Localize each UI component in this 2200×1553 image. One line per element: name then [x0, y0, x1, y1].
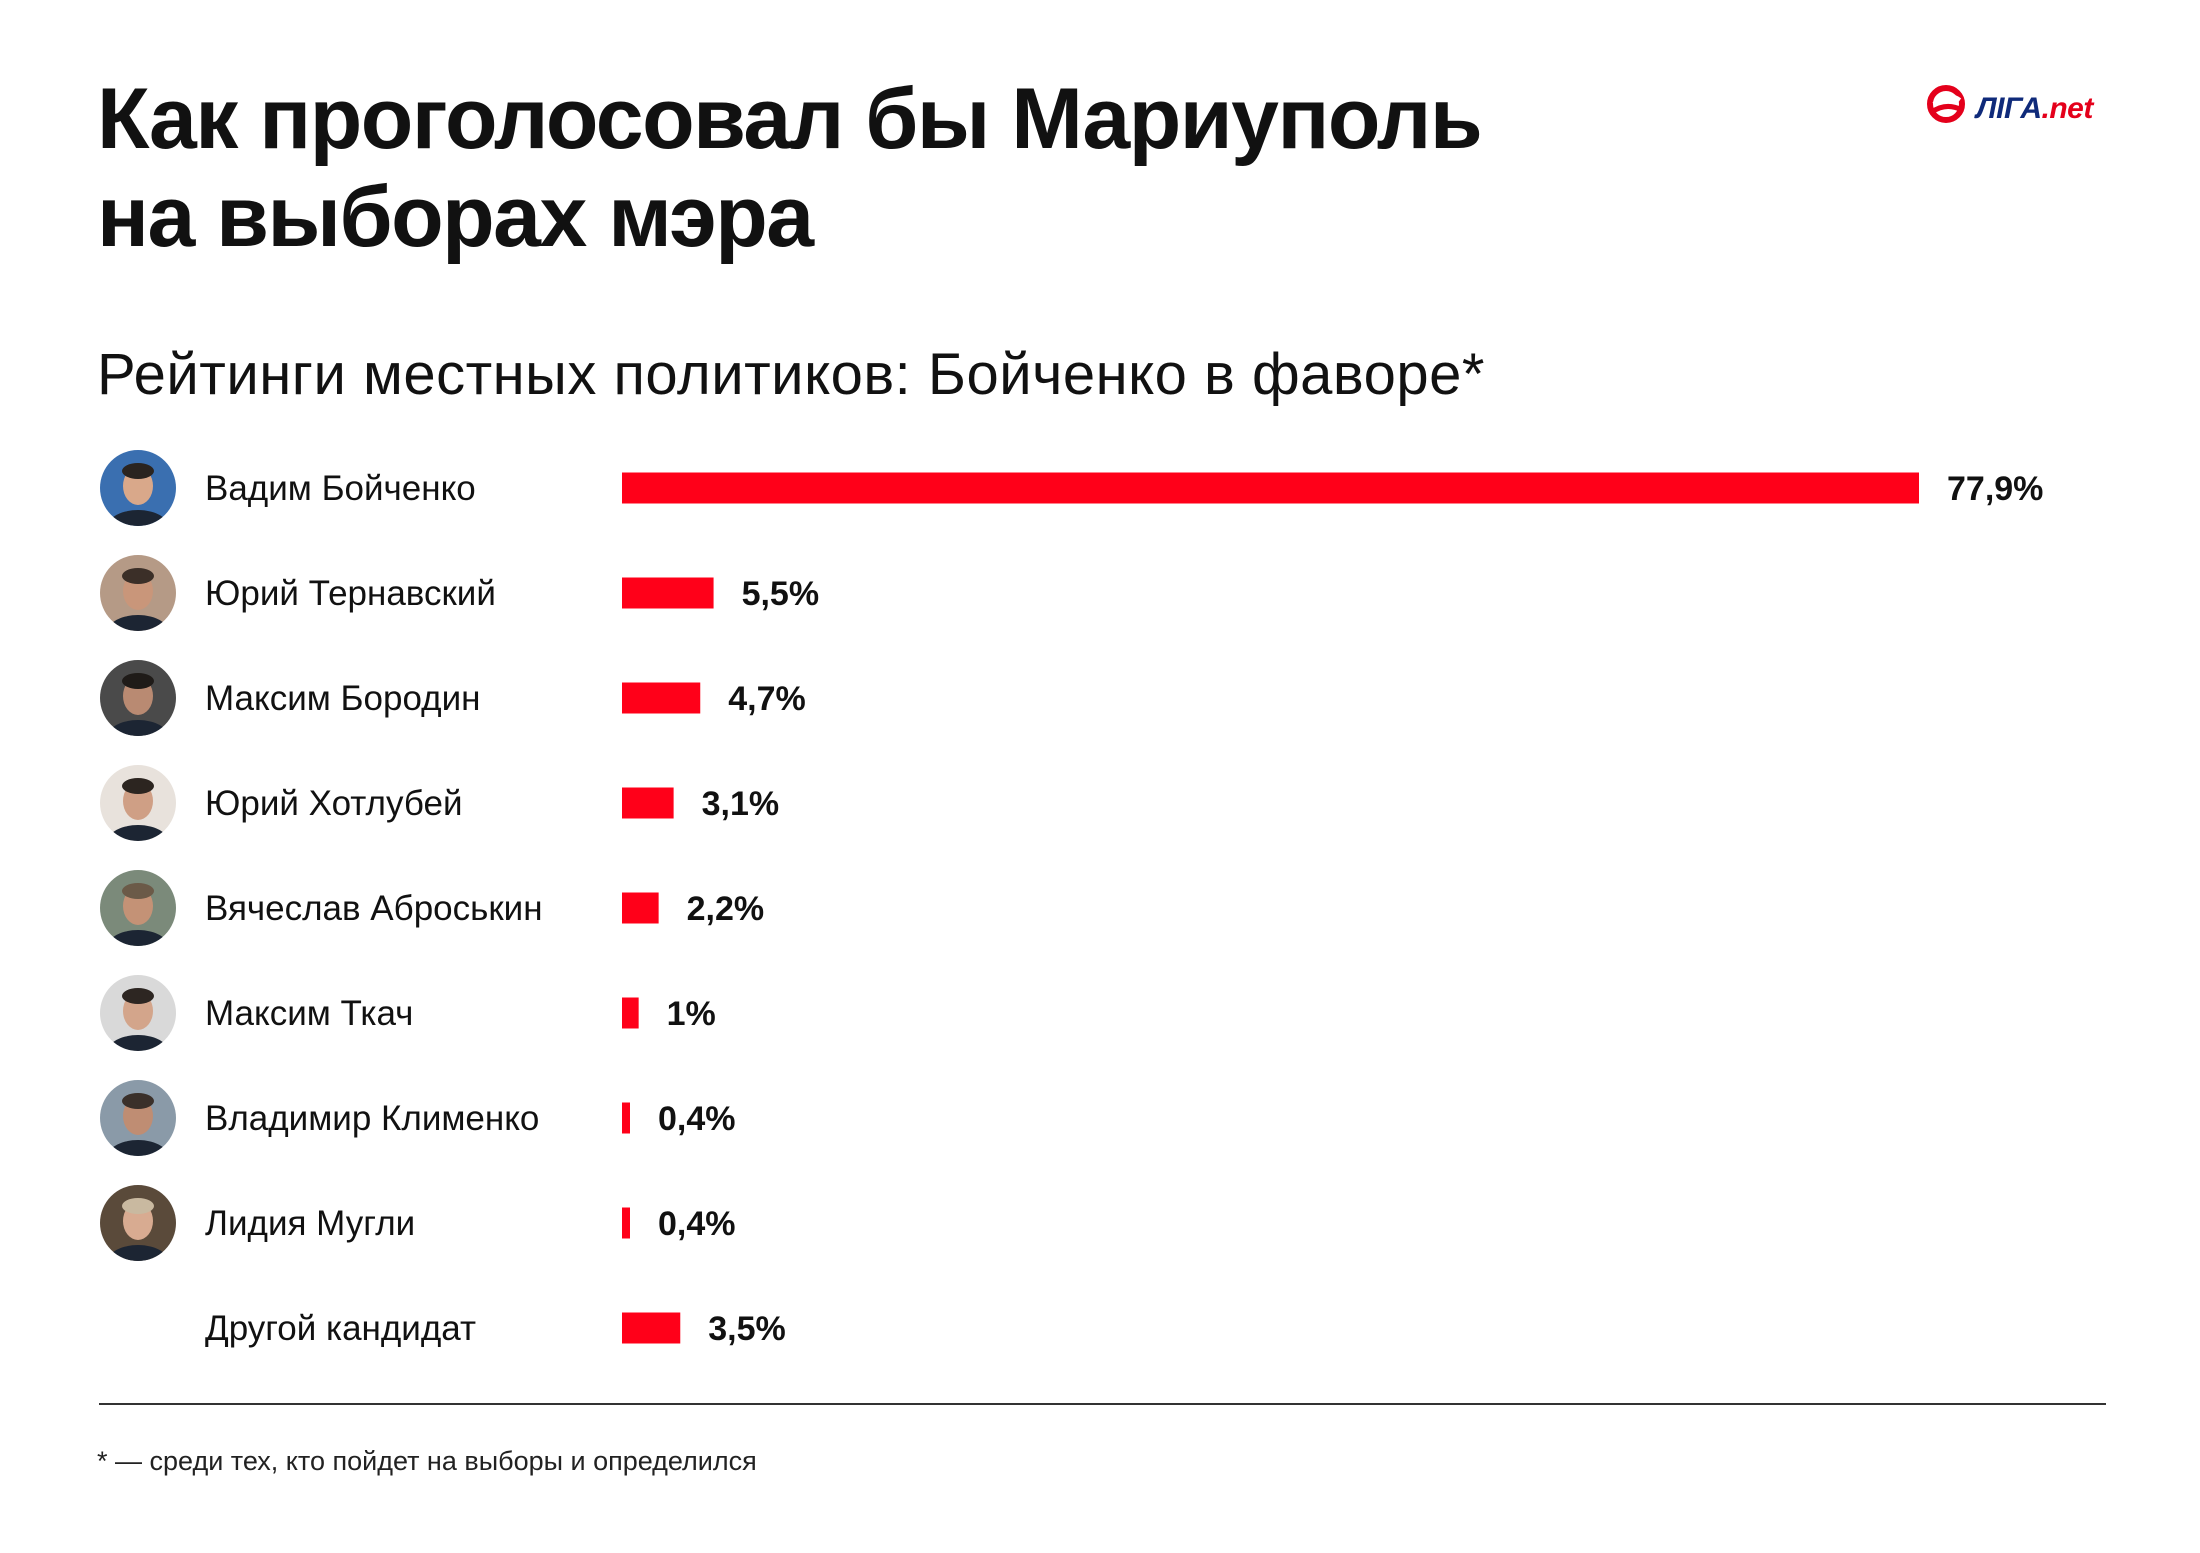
- candidate-photo: [100, 1185, 176, 1261]
- candidate-photo: [100, 1080, 176, 1156]
- candidate-name: Лидия Мугли: [205, 1204, 415, 1243]
- bar-value-label: 5,5%: [742, 575, 820, 613]
- bar: [622, 472, 1919, 504]
- bar: [622, 892, 659, 924]
- candidate-photo: [100, 660, 176, 736]
- title-line-1: Как проголосовал бы Мариуполь: [97, 71, 1483, 167]
- bar: [622, 1102, 630, 1134]
- bar-value-label: 4,7%: [728, 680, 806, 718]
- bar-value-label: 1%: [667, 995, 716, 1033]
- bar-value-label: 77,9%: [1947, 470, 2043, 508]
- bar: [622, 1312, 681, 1344]
- liga-logo: ЛІГА.net: [1924, 72, 2114, 136]
- bar-value-label: 2,2%: [687, 890, 765, 928]
- candidate-name: Максим Ткач: [205, 994, 413, 1033]
- bar: [622, 577, 714, 609]
- chart-subtitle: Рейтинги местных политиков: Бойченко в ф…: [97, 342, 1485, 407]
- divider-line: [99, 1403, 2106, 1405]
- liga-logo-icon: [1927, 85, 1965, 123]
- candidate-name: Юрий Хотлубей: [205, 784, 463, 823]
- bar-value-label: 3,5%: [708, 1310, 786, 1348]
- candidate-photo: [100, 870, 176, 946]
- candidate-photo: [100, 555, 176, 631]
- bar: [622, 682, 701, 714]
- candidate-photo: [100, 975, 176, 1051]
- candidate-name: Владимир Клименко: [205, 1099, 539, 1138]
- bar-value-label: 0,4%: [658, 1100, 736, 1138]
- candidate-name: Максим Бородин: [205, 679, 480, 718]
- candidate-name: Вячеслав Аброськин: [205, 889, 543, 928]
- page-title: Как проголосовал бы Мариуполь на выборах…: [97, 70, 1797, 266]
- candidate-name: Вадим Бойченко: [205, 469, 476, 508]
- candidate-photo: [100, 450, 176, 526]
- bar: [622, 1207, 630, 1239]
- bar: [622, 997, 639, 1029]
- title-line-2: на выборах мэра: [97, 169, 814, 265]
- candidate-name: Другой кандидат: [205, 1309, 476, 1348]
- bar-value-label: 3,1%: [702, 785, 780, 823]
- liga-logo-text: ЛІГА.net: [1976, 92, 2093, 125]
- bar: [622, 787, 674, 819]
- footnote: * — среди тех, кто пойдет на выборы и оп…: [97, 1446, 757, 1476]
- candidate-name: Юрий Тернавский: [205, 574, 496, 613]
- bar-value-label: 0,4%: [658, 1205, 736, 1243]
- candidate-photo: [100, 765, 176, 841]
